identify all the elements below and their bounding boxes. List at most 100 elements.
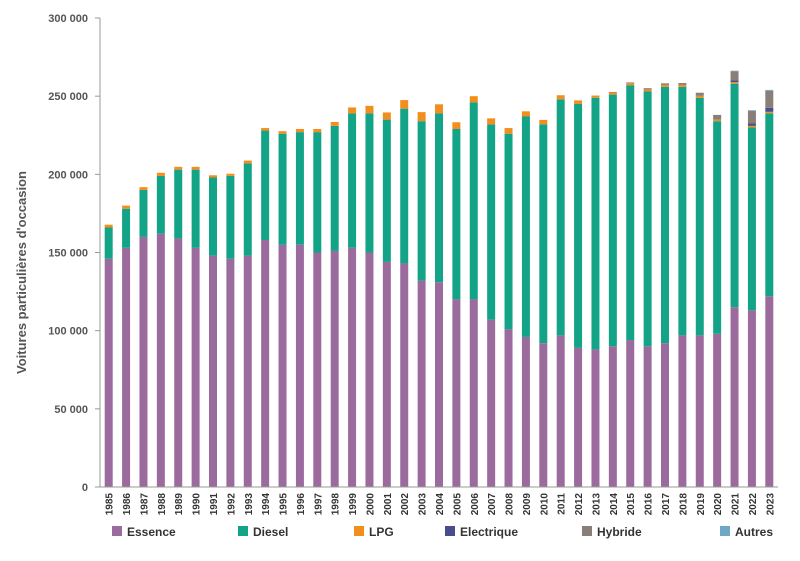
bar-segment-diesel: [556, 99, 565, 336]
bar-segment-lpg: [747, 125, 756, 128]
y-tick-label: 50 000: [54, 404, 88, 416]
bar-segment-essence: [104, 258, 113, 487]
bar-segment-diesel: [608, 94, 617, 347]
bar-segment-lpg: [469, 96, 478, 103]
x-tick-label: 2012: [574, 493, 585, 516]
bar-segment-essence: [156, 233, 165, 487]
bar-segment-lpg: [295, 128, 304, 133]
bar-segment-diesel: [400, 108, 409, 264]
bar-segment-diesel: [765, 113, 774, 297]
x-tick-label: 2021: [731, 493, 742, 516]
bar-segment-lpg: [226, 173, 235, 176]
bar-segment-lpg: [278, 131, 287, 134]
x-tick-label: 1986: [122, 493, 133, 516]
bar-segment-essence: [330, 250, 339, 487]
bar-segment-lpg: [452, 122, 461, 129]
bar-segment-lpg: [330, 121, 339, 126]
bar-segment-diesel: [278, 133, 287, 245]
legend-label-electrique: Electrique: [460, 525, 518, 539]
x-tick-label: 1995: [279, 493, 290, 516]
bar-segment-autres: [747, 110, 756, 112]
bar-segment-diesel: [226, 175, 235, 259]
bar-segment-diesel: [713, 121, 722, 334]
bar-segment-essence: [122, 247, 131, 487]
y-tick-label: 300 000: [48, 13, 88, 25]
x-tick-label: 2018: [678, 493, 689, 516]
bar-segment-lpg: [365, 105, 374, 114]
x-tick-label: 2017: [661, 493, 672, 516]
x-tick-label: 1993: [244, 493, 255, 516]
bar-segment-essence: [417, 280, 426, 487]
bar-segment-diesel: [626, 85, 635, 341]
bar-segment-essence: [469, 299, 478, 487]
bar-segment-diesel: [417, 121, 426, 281]
bar-segment-essence: [313, 252, 322, 487]
bar-segment-lpg: [661, 84, 669, 87]
bar-segment-diesel: [435, 113, 443, 283]
bar-segment-lpg: [122, 205, 131, 209]
x-tick-label: 2007: [487, 493, 498, 516]
bar-segment-electrique: [765, 107, 774, 112]
bar-segment-essence: [278, 244, 287, 487]
bar-segment-lpg: [417, 112, 426, 122]
bar-segment-lpg: [487, 118, 496, 125]
bar-segment-essence: [765, 296, 774, 487]
bar-segment-lpg: [156, 172, 165, 176]
bar-segment-diesel: [348, 113, 357, 248]
x-tick-label: 2000: [365, 493, 376, 516]
bar-segment-lpg: [574, 100, 583, 104]
bar-segment-essence: [226, 258, 235, 487]
bar-segment-diesel: [452, 128, 461, 300]
bar-segment-diesel: [661, 86, 669, 344]
bars: [104, 70, 774, 487]
bar-segment-lpg: [435, 104, 443, 114]
bar-segment-diesel: [521, 116, 530, 337]
bar-segment-lpg: [765, 111, 774, 114]
bar-segment-lpg: [191, 166, 200, 170]
bar-segment-essence: [348, 247, 357, 487]
bar-segment-essence: [243, 255, 252, 487]
bar-segment-lpg: [504, 128, 513, 134]
bar-segment-hybride: [608, 91, 617, 93]
bar-segment-diesel: [261, 130, 270, 240]
x-tick-label: 2008: [505, 493, 516, 516]
bar-segment-diesel: [469, 102, 478, 300]
bar-segment-electrique: [747, 123, 756, 126]
y-tick-label: 0: [82, 482, 88, 494]
bar-segment-lpg: [382, 112, 391, 120]
bar-segment-essence: [661, 343, 669, 487]
bar-segment-essence: [678, 335, 687, 487]
bar-segment-hybride: [626, 82, 635, 84]
x-tick-label: 1985: [105, 493, 116, 516]
x-tick-label: 1992: [226, 493, 237, 516]
x-tick-label: 2005: [452, 493, 463, 516]
bar-segment-diesel: [382, 119, 391, 262]
y-axis: 0 50 000 100 000 150 000 200 000 250 000 300 0…: [48, 13, 101, 494]
legend-label-diesel: Diesel: [253, 525, 288, 539]
bar-segment-diesel: [678, 86, 687, 336]
bar-segment-diesel: [365, 113, 374, 253]
bar-segment-diesel: [243, 163, 252, 256]
y-tick-label: 100 000: [48, 326, 88, 338]
bar-segment-essence: [261, 239, 270, 487]
bar-segment-hybride: [730, 71, 739, 81]
bar-segment-lpg: [539, 119, 548, 125]
bar-segment-diesel: [122, 208, 131, 248]
x-tick-label: 1990: [192, 493, 203, 516]
bar-segment-hybride: [695, 92, 704, 96]
bar-segment-lpg: [521, 111, 530, 117]
x-tick-label: 2016: [644, 493, 655, 516]
x-tick-label: 2010: [539, 493, 550, 516]
bar-segment-lpg: [139, 187, 148, 190]
bar-segment-autres: [765, 89, 774, 91]
legend-swatch-lpg: [354, 526, 364, 536]
x-tick-label: 2006: [470, 493, 481, 516]
x-tick-label: 2015: [626, 493, 637, 516]
bar-segment-lpg: [591, 95, 600, 98]
legend-swatch-electrique: [445, 526, 455, 536]
bar-segment-essence: [730, 307, 739, 487]
y-tick-label: 250 000: [48, 91, 88, 103]
legend-label-lpg: LPG: [369, 525, 394, 539]
bar-segment-lpg: [713, 119, 722, 122]
x-tick-label: 2004: [435, 493, 446, 516]
